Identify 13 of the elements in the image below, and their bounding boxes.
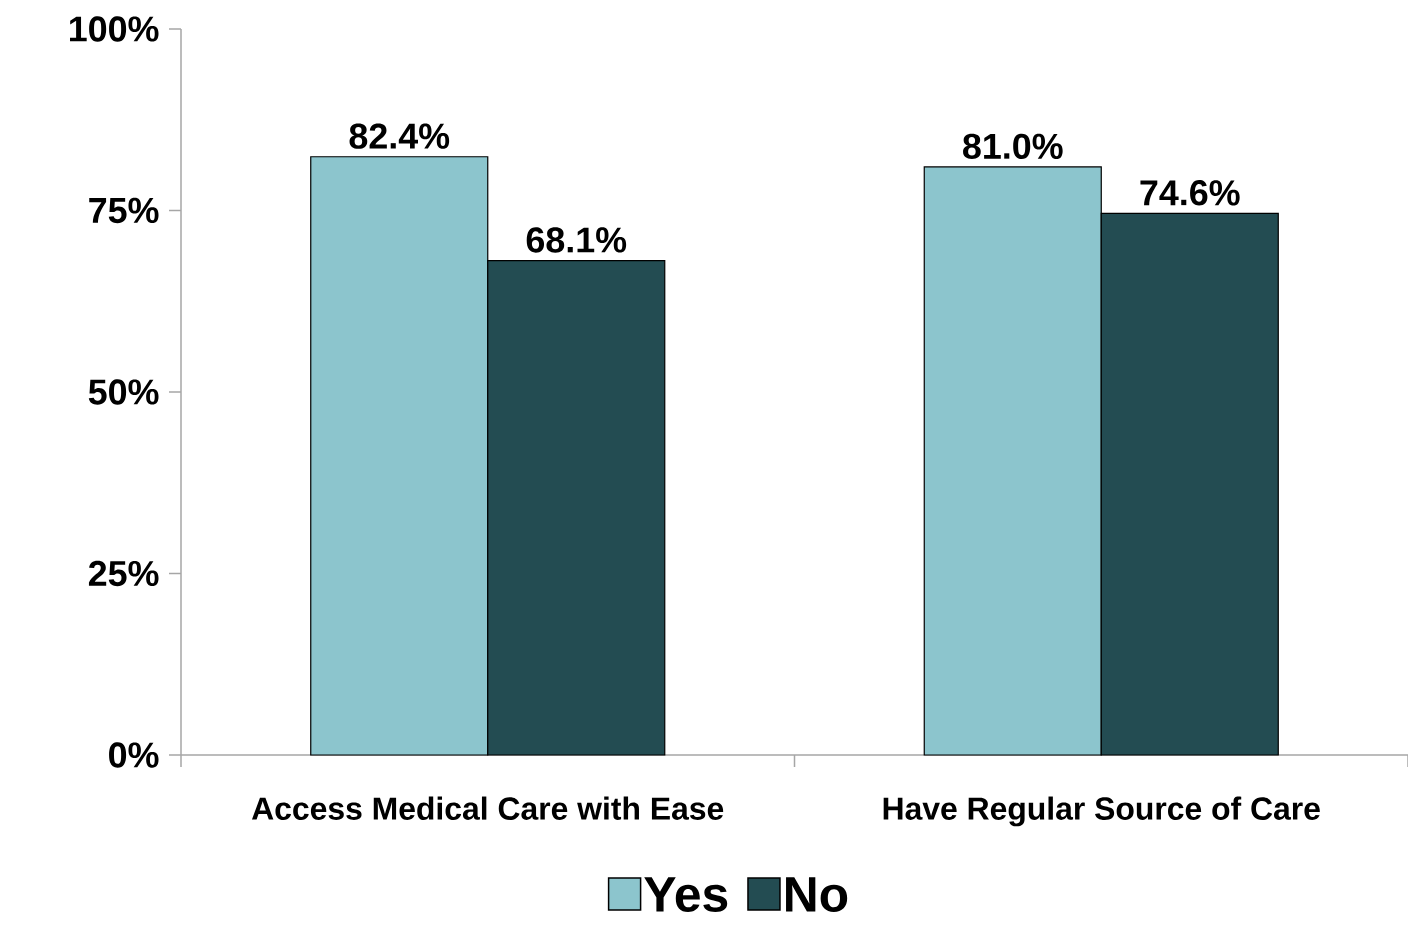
legend-label: No bbox=[786, 877, 848, 912]
y-tick-label: 50% bbox=[88, 379, 159, 405]
data-label: 82.4% bbox=[349, 123, 450, 149]
data-label: 68.1% bbox=[526, 227, 627, 253]
y-tick-label: 75% bbox=[89, 197, 159, 224]
data-label: 81.0% bbox=[963, 133, 1063, 159]
x-tick-label: Have Regular Source of Care bbox=[883, 796, 1320, 827]
y-tick-label: 0% bbox=[109, 742, 159, 768]
data-label: 74.6% bbox=[1140, 180, 1240, 206]
x-tick-label: Access Medical Care with Ease bbox=[251, 796, 724, 820]
y-tick-label: 100% bbox=[70, 16, 159, 42]
legend-label: Yes bbox=[644, 877, 728, 912]
y-tick-label: 25% bbox=[88, 560, 159, 587]
